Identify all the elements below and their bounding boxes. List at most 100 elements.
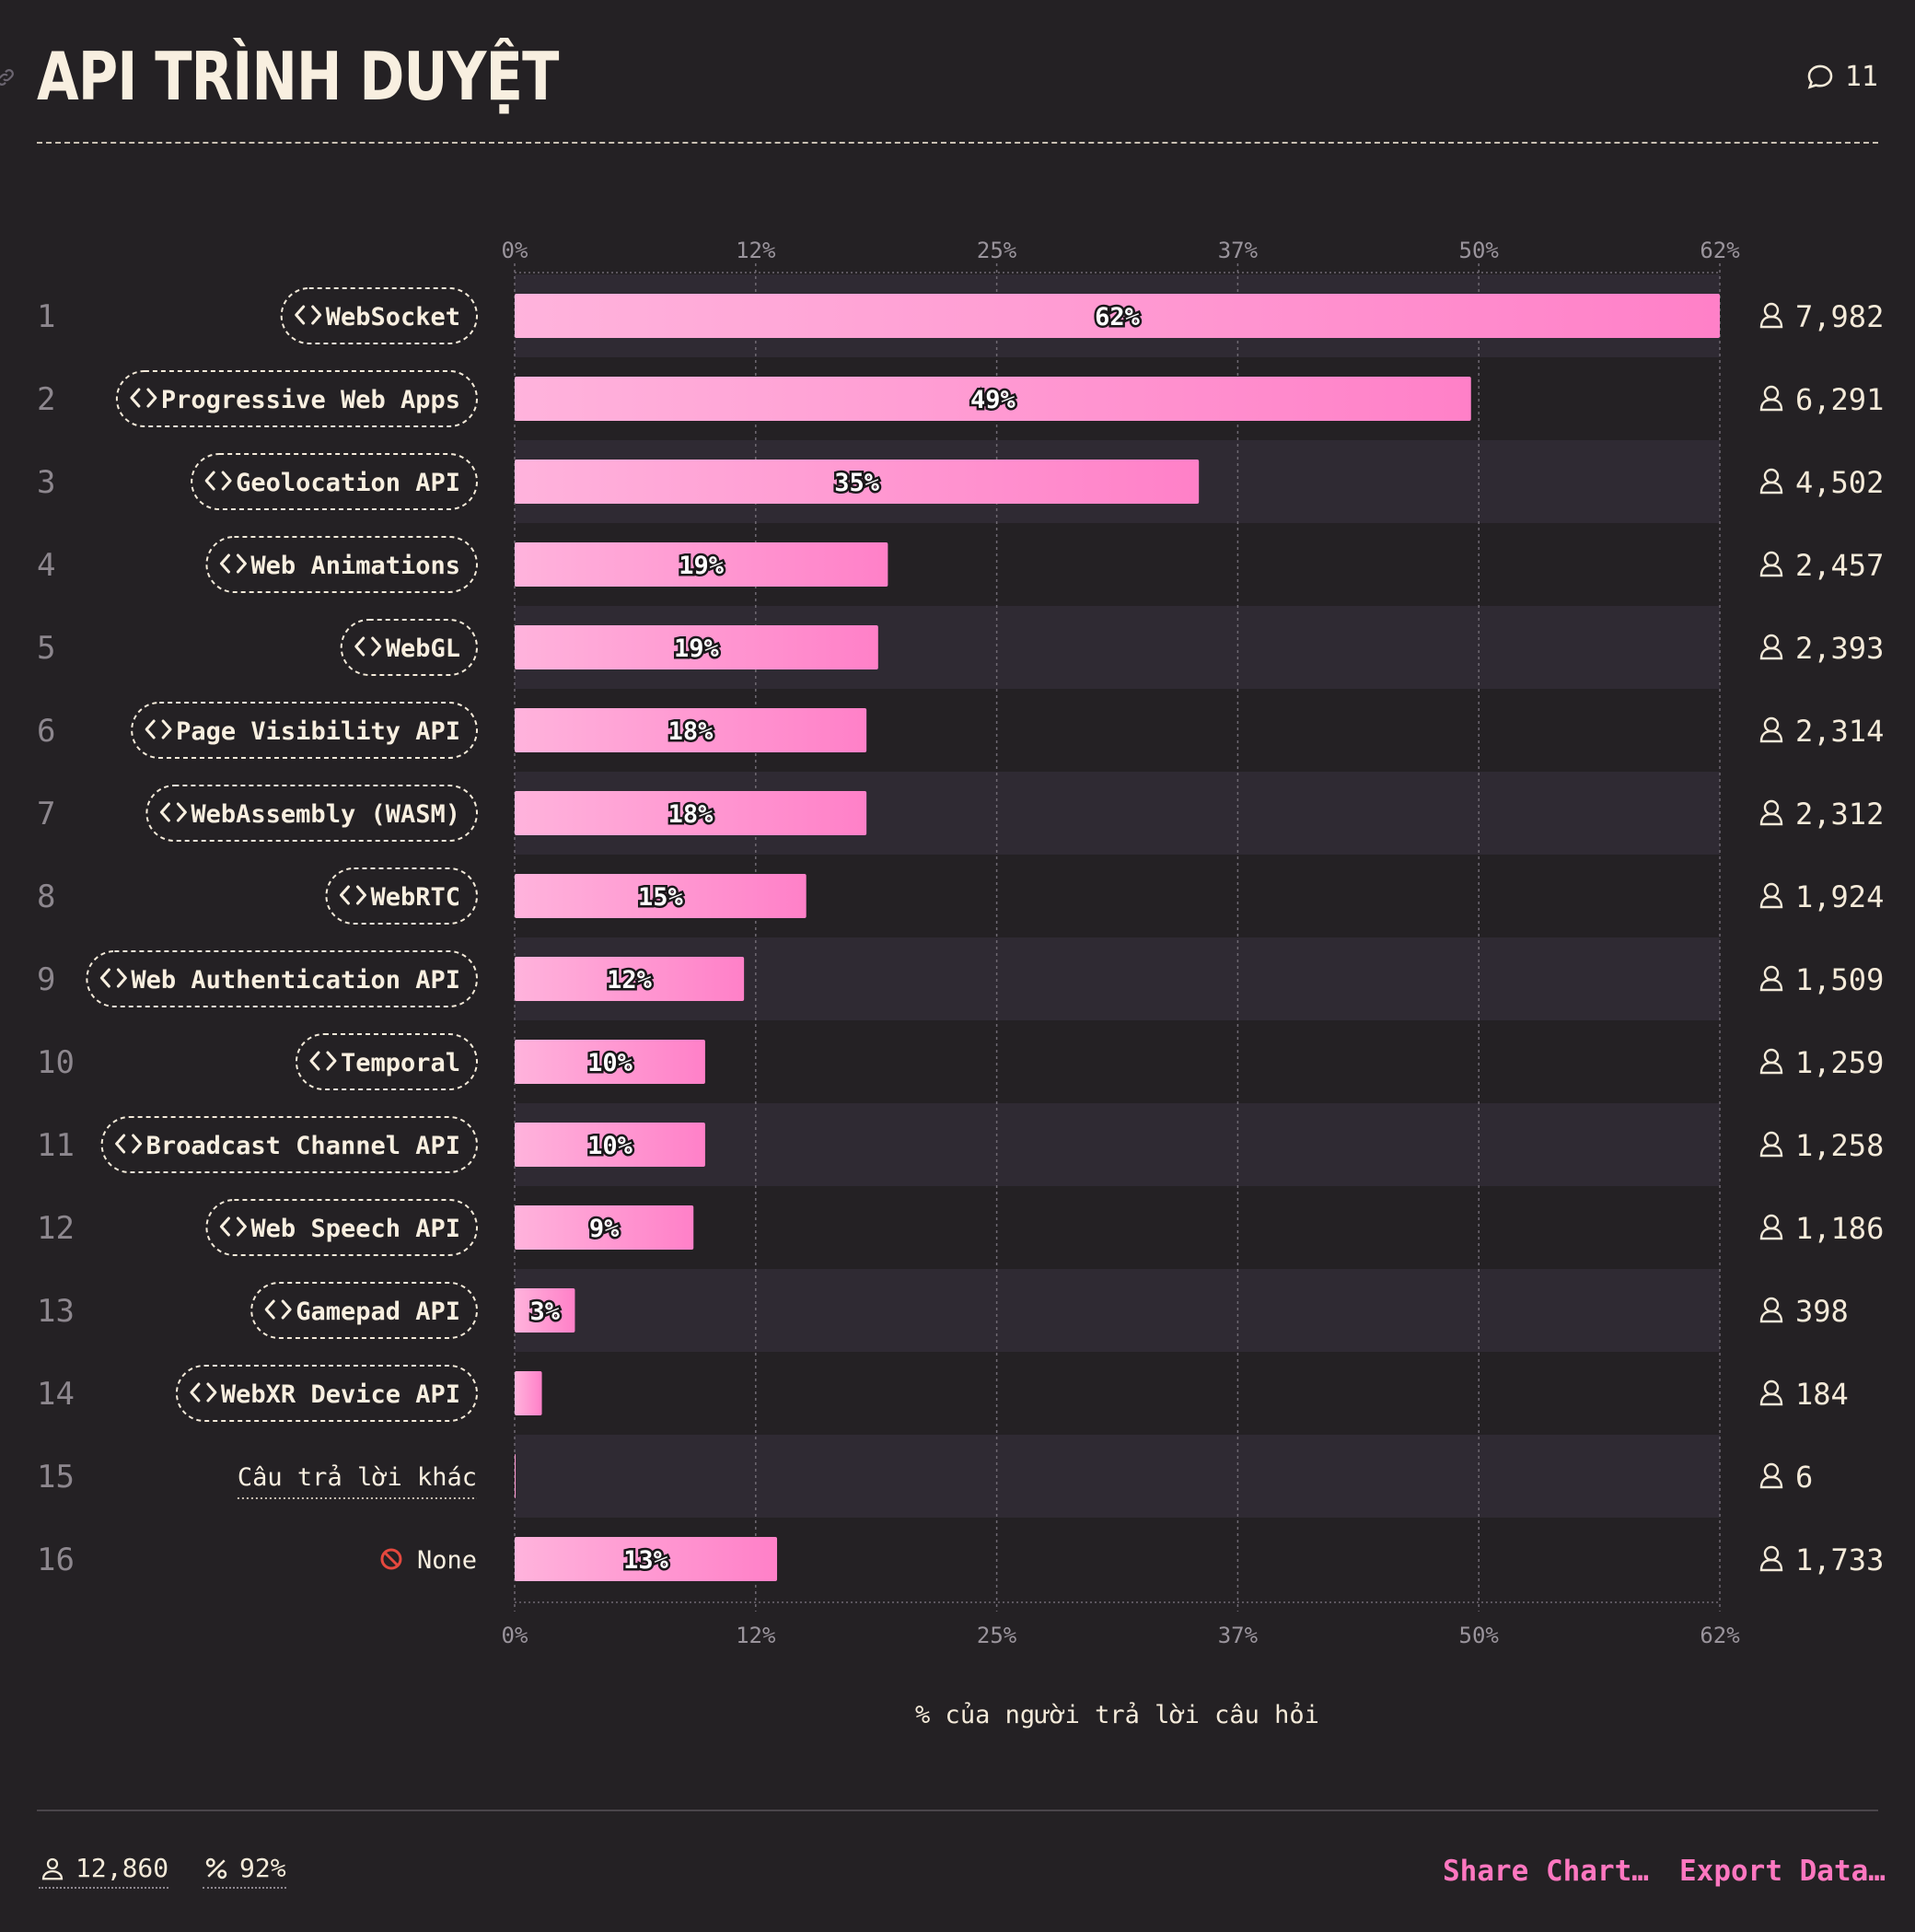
percentage-stat[interactable]: 92% [203,1853,286,1889]
respondents-stat[interactable]: 12,860 [39,1853,169,1889]
x-tick-label-top: 12% [736,238,776,263]
bar [515,542,888,587]
row-band [515,1269,1720,1352]
other-answers-label: Câu trả lời khác [238,1463,477,1492]
comments-button[interactable]: 11 [1805,61,1878,93]
user-icon-body [1759,1061,1783,1075]
respondent-count: 2,393 [1795,631,1884,666]
feature-label: Web Animations [250,552,460,580]
feature-label: WebRTC [370,883,460,912]
feature-label: WebXR Device API [221,1380,460,1409]
bar-value-label: 12% [607,966,653,995]
bar-value-label: 62% [1095,303,1141,332]
export-data-button[interactable]: Export Data… [1679,1855,1886,1888]
bar [515,1454,516,1498]
user-icon [1763,1214,1780,1230]
bar-value-label: 15% [638,883,684,912]
bar-value-label: 19% [679,552,725,580]
feature-label: WebGL [386,634,460,663]
row-rank: 2 [37,381,55,418]
respondent-count: 1,186 [1795,1211,1884,1246]
bar [515,708,867,752]
bar [515,1288,575,1333]
feature-label: Web Authentication API [131,966,460,995]
code-icon [264,1299,292,1320]
code-icon [99,968,127,988]
user-icon-body [1759,646,1783,660]
feature-label: WebAssembly (WASM) [191,800,460,829]
row-rank: 1 [37,298,55,335]
bar-value-label: 3% [529,1298,560,1326]
code-icon [219,553,247,574]
code-icon [159,802,187,822]
feature-pill [131,702,478,759]
share-chart-button[interactable]: Share Chart… [1443,1855,1649,1888]
bar [515,1371,542,1415]
user-icon [1763,716,1780,733]
row-rank: 15 [37,1459,75,1496]
row-rank: 4 [37,547,55,584]
bar-value-label: 9% [589,1215,620,1243]
respondent-count: 7,982 [1795,299,1884,334]
user-icon-body [1759,481,1783,495]
user-icon-body [1759,1227,1783,1240]
feature-label: Gamepad API [296,1298,460,1326]
bar-value-label: 49% [970,386,1016,414]
respondent-count: 2,314 [1795,714,1884,749]
user-icon-body [1759,398,1783,412]
respondent-count: 6 [1795,1460,1813,1495]
user-icon [1763,1545,1780,1562]
bar-value-label: 18% [668,800,714,829]
row-rank: 13 [37,1293,75,1330]
user-icon [1763,1462,1780,1479]
user-icon [1763,302,1780,319]
row-rank: 6 [37,713,55,750]
x-tick-label-bottom: 25% [977,1623,1017,1648]
bar-value-label: 35% [834,469,880,497]
respondent-count: 1,509 [1795,962,1884,997]
user-icon [1763,551,1780,567]
user-icon-body [1759,564,1783,577]
x-tick-label-top: 37% [1218,238,1259,263]
user-icon [1763,1379,1780,1396]
user-icon [1763,1131,1780,1147]
bar [515,625,878,669]
feature-pill [86,950,478,1007]
feature-pill [340,619,478,676]
row-rank: 5 [37,630,55,667]
respondents-count: 12,860 [75,1853,169,1883]
row-rank: 12 [37,1210,75,1247]
user-icon [1763,965,1780,982]
user-icon-body [1759,729,1783,743]
bar [515,791,867,835]
percent-icon [205,1857,227,1879]
respondent-count: 1,259 [1795,1045,1884,1080]
code-icon [145,719,172,739]
chart-title: API TRÌNH DUYỆT [37,38,559,115]
bar [515,1537,778,1581]
respondent-count: 2,312 [1795,797,1884,832]
user-icon-body [1759,315,1783,329]
feature-label: Temporal [341,1049,460,1077]
row-rank: 9 [37,961,55,998]
x-tick-label-top: 62% [1700,238,1740,263]
code-icon [339,885,366,905]
x-tick-label-top: 25% [977,238,1017,263]
feature-label: Progressive Web Apps [161,386,460,414]
respondent-count: 4,502 [1795,465,1884,500]
x-tick-label-bottom: 12% [736,1623,776,1648]
respondent-count: 6,291 [1795,382,1884,417]
respondent-count: 1,733 [1795,1542,1884,1577]
feature-pill [280,287,478,344]
user-icon [1763,1048,1780,1065]
user-icon-body [1759,895,1783,909]
feature-pill [205,1199,478,1256]
feature-pill [250,1282,478,1339]
x-tick-label-bottom: 0% [502,1623,528,1648]
user-icon [1763,799,1780,816]
x-tick-label-top: 50% [1459,238,1500,263]
feature-label: Page Visibility API [176,717,460,746]
none-label: None [417,1546,477,1575]
link-icon[interactable] [0,66,17,88]
bar-value-label: 10% [587,1132,633,1160]
